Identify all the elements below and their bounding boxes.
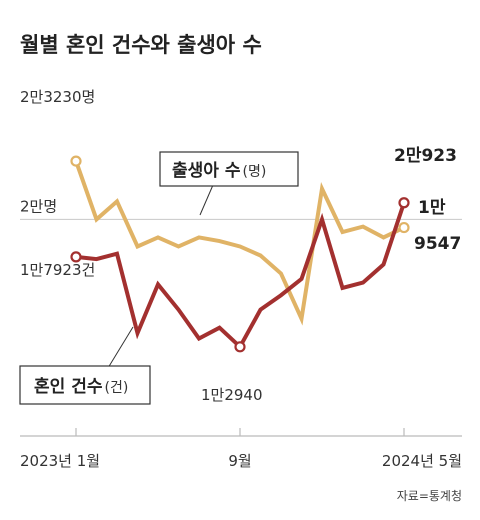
births-legend-box [159,151,299,187]
marriages-min-label: 1만2940 [201,386,263,404]
births-legend-name: 출생아 수 [172,161,241,181]
x-tick-label: 2023년 1월 [20,452,100,470]
chart-title: 월별 혼인 건수와 출생아 수 [20,33,262,57]
births-end-label-line1: 1만 [418,198,446,218]
x-tick-label: 2024년 5월 [382,452,462,470]
x-tick-label: 9월 [228,452,251,470]
births-legend-text: 출생아 수 (명) [172,161,266,181]
marriages-point-marker [234,341,246,353]
marriages-point-marker [70,251,82,263]
series-layer [70,155,410,353]
source-label: 자료=통계청 [397,489,462,503]
births-end-label-line2: 9547 [414,234,461,254]
marriages-legend-name: 혼인 건수 [34,376,103,397]
marriages-legend-box [19,365,151,405]
marriages-legend-leader [107,326,134,369]
births-point-marker [398,221,410,234]
marriages-series-line [75,202,406,351]
births-legend-leader [199,184,214,216]
x-axis-ticks: 2023년 1월 9월 2024년 5월 [20,428,462,470]
births-start-label: 2만3230명 [20,88,95,106]
marriages-end-label: 2만923 [394,146,457,166]
reference-line-label: 2만명 [20,197,57,215]
marriages-start-label: 1만7923건 [20,261,95,279]
births-legend-unit: (명) [242,164,266,180]
births-point-marker [70,155,82,167]
marriages-point-marker [398,197,410,209]
marriages-legend-unit: (건) [104,380,128,396]
marriages-legend-text: 혼인 건수 (건) [34,376,128,397]
births-series-line [74,160,405,326]
